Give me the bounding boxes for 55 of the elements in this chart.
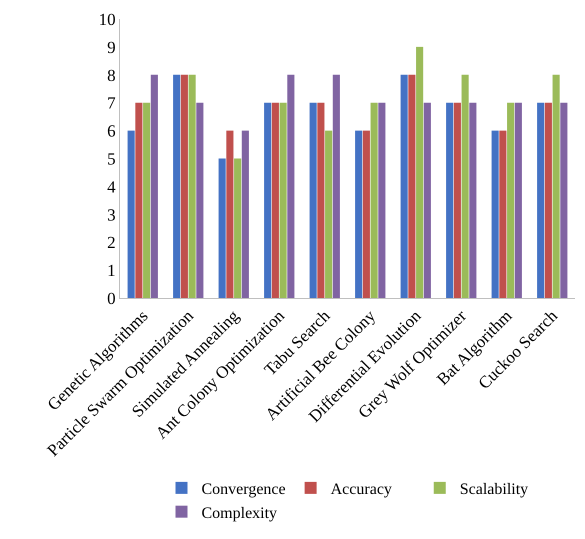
bar: [499, 130, 506, 298]
bar: [264, 102, 272, 298]
legend-label: Scalability: [460, 481, 528, 498]
bar: [188, 74, 196, 298]
bar: [280, 102, 287, 298]
bar: [287, 74, 294, 298]
bar: [424, 102, 431, 298]
bar: [196, 102, 204, 298]
bar: [492, 130, 499, 298]
bar: [378, 102, 386, 298]
bar: [507, 102, 514, 298]
bar: [310, 102, 317, 298]
bar: [234, 158, 242, 298]
bar: [325, 130, 332, 298]
legend-label: Convergence: [202, 481, 286, 498]
bar: [332, 74, 340, 298]
bar: [537, 102, 544, 298]
bar: [128, 130, 135, 298]
y-tick-label: 0: [107, 288, 116, 308]
y-tick-label: 6: [107, 122, 116, 141]
bar: [173, 74, 180, 298]
y-tick-label: 5: [107, 149, 116, 168]
y-tick-label: 1: [107, 261, 116, 280]
bar: [362, 130, 370, 298]
bar: [317, 102, 324, 298]
bar: [226, 130, 234, 298]
bar: [135, 102, 142, 298]
y-tick-label: 4: [107, 177, 116, 196]
bar: [272, 102, 279, 298]
bar: [446, 102, 454, 298]
bar: [218, 158, 226, 298]
bar: [150, 74, 158, 298]
bar: [514, 102, 522, 298]
bar: [408, 74, 416, 298]
y-tick-label: 10: [98, 10, 116, 29]
bar: [462, 74, 469, 298]
bar: [143, 102, 150, 298]
bar: [469, 102, 476, 298]
legend-label: Complexity: [202, 504, 278, 522]
bar: [400, 74, 408, 298]
y-tick-label: 7: [107, 94, 116, 113]
y-tick-label: 3: [107, 205, 116, 224]
bar: [544, 102, 552, 298]
bar: [355, 130, 362, 298]
bar: [454, 102, 461, 298]
bar: [242, 130, 249, 298]
bar: [180, 74, 188, 298]
bar: [560, 102, 568, 298]
legend-label: Accuracy: [330, 481, 392, 498]
bar: [416, 46, 424, 298]
bar: [552, 74, 560, 298]
y-tick-label: 2: [107, 233, 116, 252]
bar: [370, 102, 378, 298]
y-tick-label: 9: [107, 38, 116, 57]
y-tick-label: 8: [107, 66, 116, 85]
